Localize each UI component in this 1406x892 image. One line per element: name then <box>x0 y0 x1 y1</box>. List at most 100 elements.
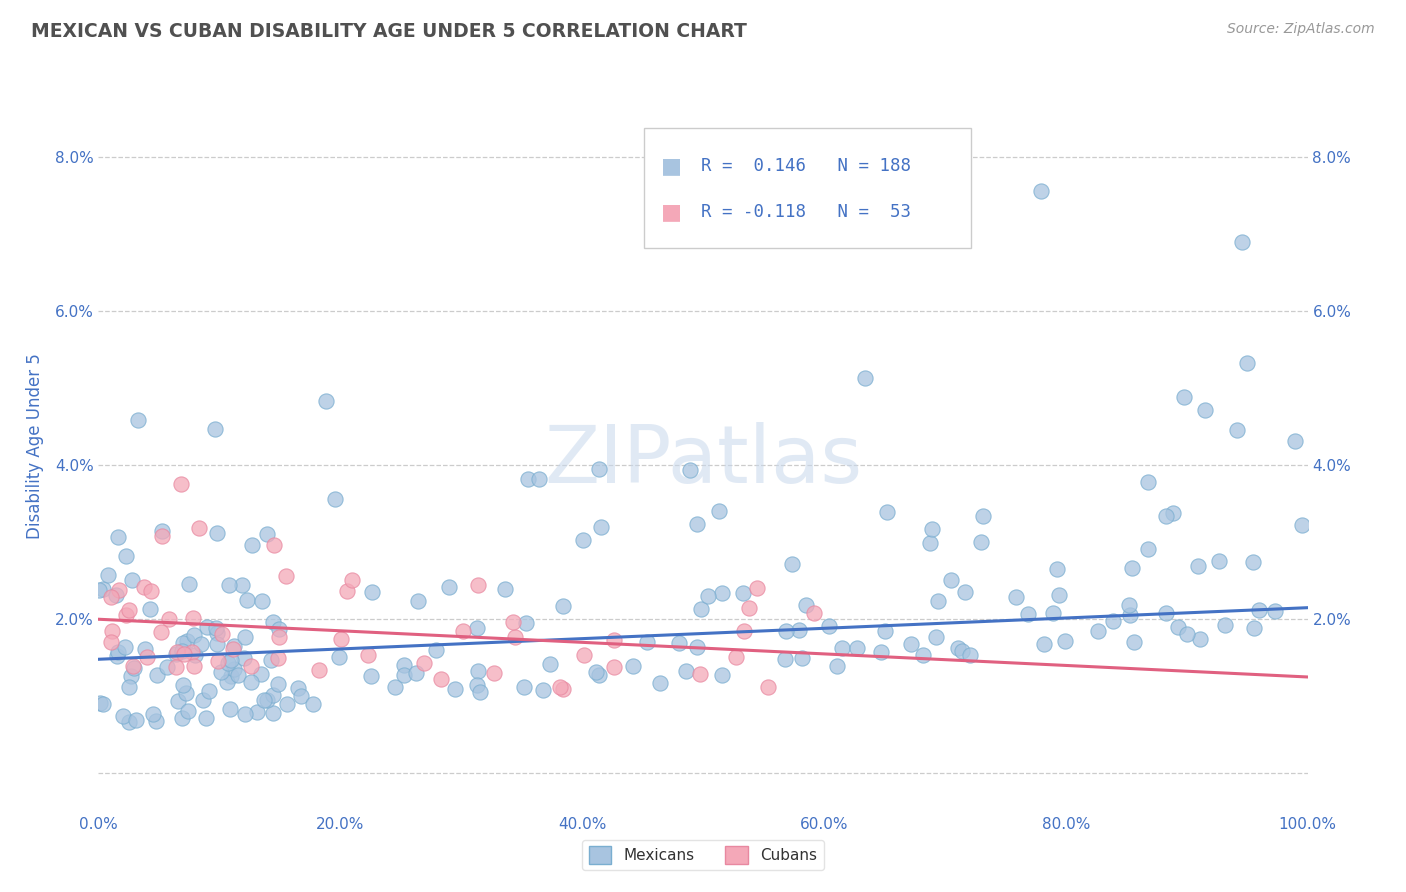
Point <box>166 645 188 659</box>
Point <box>912 648 935 662</box>
Point <box>340 574 363 588</box>
Point <box>551 599 574 613</box>
Point <box>142 707 165 722</box>
Point <box>588 668 610 682</box>
Point <box>406 594 429 608</box>
Point <box>249 667 271 681</box>
Point <box>205 526 228 541</box>
Point <box>817 619 839 633</box>
Point <box>412 657 434 671</box>
Point <box>190 637 212 651</box>
Point <box>875 624 897 639</box>
Point <box>252 593 274 607</box>
Point <box>1123 635 1146 649</box>
Point <box>132 580 155 594</box>
Point <box>588 461 610 475</box>
Point <box>482 665 505 680</box>
Point <box>231 577 253 591</box>
Point <box>172 677 194 691</box>
Point <box>1241 555 1264 569</box>
Point <box>105 649 128 664</box>
Point <box>831 640 853 655</box>
Point <box>357 648 380 663</box>
Point <box>118 680 141 694</box>
Point <box>955 585 977 599</box>
Point <box>707 504 730 518</box>
Point <box>602 660 624 674</box>
Point <box>222 642 245 657</box>
Point <box>87 583 110 598</box>
Point <box>794 599 817 613</box>
Point <box>1264 604 1286 618</box>
Point <box>468 685 491 699</box>
Point <box>100 624 122 638</box>
Point <box>91 582 114 596</box>
Point <box>845 641 868 656</box>
Point <box>253 693 276 707</box>
Point <box>323 491 346 506</box>
Point <box>602 632 624 647</box>
Point <box>100 590 122 604</box>
Point <box>825 659 848 673</box>
Point <box>139 602 162 616</box>
Point <box>1136 542 1159 557</box>
Point <box>115 608 138 623</box>
Point <box>180 645 202 659</box>
Point <box>465 678 488 692</box>
Point <box>256 526 278 541</box>
Point <box>97 567 120 582</box>
Point <box>176 634 198 648</box>
Point <box>686 517 709 532</box>
Y-axis label: Disability Age Under 5: Disability Age Under 5 <box>25 353 44 539</box>
Point <box>1208 554 1230 568</box>
Point <box>179 577 201 591</box>
Point <box>636 635 658 649</box>
Point <box>1032 637 1054 651</box>
Point <box>803 606 825 620</box>
Point <box>269 630 291 644</box>
Point <box>437 580 460 594</box>
Point <box>780 558 803 572</box>
Point <box>675 664 697 678</box>
Point <box>276 697 298 711</box>
Point <box>1154 606 1177 620</box>
Point <box>494 582 516 597</box>
Point <box>122 658 145 673</box>
Point <box>336 584 359 599</box>
Point <box>169 476 191 491</box>
Point <box>1161 506 1184 520</box>
Point <box>775 624 797 639</box>
Point <box>173 648 195 662</box>
Point <box>1118 599 1140 613</box>
Point <box>553 681 575 696</box>
Point <box>145 714 167 728</box>
Point <box>589 519 612 533</box>
Point <box>204 421 226 435</box>
Point <box>1230 235 1253 250</box>
Point <box>107 529 129 543</box>
Point <box>548 681 571 695</box>
Point <box>235 630 257 644</box>
Point <box>711 585 734 599</box>
Point <box>1087 624 1109 638</box>
Point <box>188 521 211 535</box>
Point <box>925 630 948 644</box>
Point <box>156 660 179 674</box>
Point <box>150 524 173 538</box>
Point <box>1194 402 1216 417</box>
Point <box>262 688 284 702</box>
Point <box>1017 607 1039 621</box>
Point <box>668 635 690 649</box>
Point <box>239 674 262 689</box>
Point <box>232 650 254 665</box>
Point <box>515 615 537 630</box>
Point <box>207 637 229 651</box>
Point <box>1054 634 1077 648</box>
Point <box>127 413 149 427</box>
Point <box>198 683 221 698</box>
Point <box>107 645 129 659</box>
Point <box>246 706 269 720</box>
Point <box>1213 618 1236 632</box>
Point <box>502 615 524 629</box>
Point <box>267 622 290 636</box>
